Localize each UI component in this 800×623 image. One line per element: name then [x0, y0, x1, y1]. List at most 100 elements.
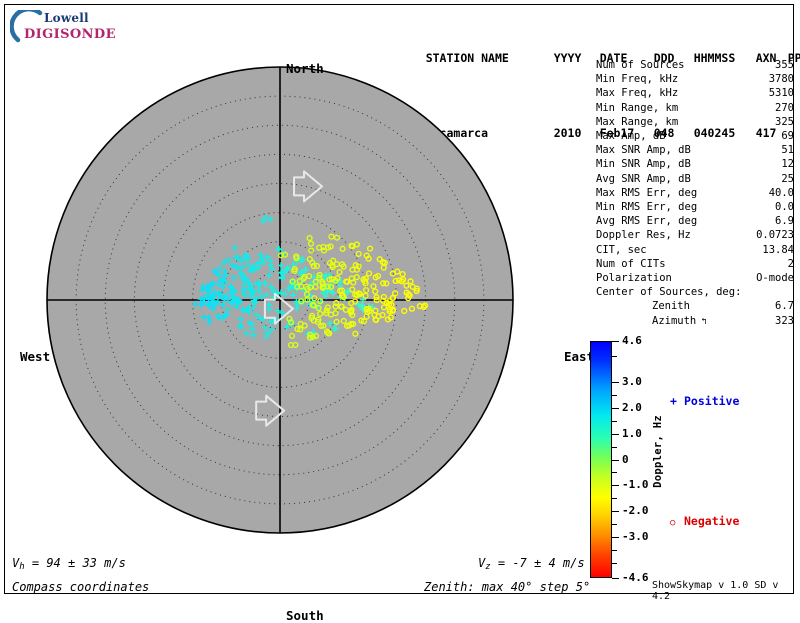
param-label: Num of CITs [596, 257, 666, 270]
param-row: Min RMS Err, deg 0.0 [596, 200, 794, 214]
skymap-canvas[interactable] [8, 45, 553, 555]
colorbar-tick [612, 511, 619, 513]
colorbar-tick-label: -1.0 [622, 478, 649, 492]
zenith-label: Zenith [652, 300, 690, 313]
param-value: 51 [781, 144, 794, 157]
param-value: 355 [775, 59, 794, 71]
param-label: Max Range, km [596, 115, 679, 128]
param-label: Avg RMS Err, deg [596, 215, 698, 228]
source-marker-negative [319, 284, 326, 292]
source-marker-positive [214, 312, 221, 320]
source-marker-positive [322, 292, 330, 300]
source-marker-positive [224, 296, 231, 303]
source-marker-positive [233, 303, 240, 310]
source-marker-negative [342, 306, 349, 313]
source-marker-negative [401, 307, 408, 315]
source-marker-positive [261, 324, 268, 332]
header-val-yyyy: 2010 [553, 126, 582, 140]
param-label: Min Freq, kHz [596, 73, 679, 86]
source-marker-positive [210, 297, 218, 305]
header-val-ddd: 048 [653, 126, 675, 140]
source-marker-negative [293, 255, 300, 262]
source-marker-negative [372, 307, 379, 314]
coordinate-system-label: Compass coordinates [12, 580, 150, 594]
source-marker-positive [326, 320, 334, 327]
source-marker-negative [392, 277, 399, 285]
source-marker-positive [284, 265, 291, 273]
source-marker-positive [222, 311, 230, 319]
vz-subscript: z [485, 562, 491, 572]
source-marker-positive [298, 268, 306, 276]
source-marker-positive [263, 291, 270, 298]
source-marker-negative [306, 334, 314, 341]
colorbar-minor-tick [612, 446, 617, 448]
source-marker-negative [303, 291, 311, 298]
source-marker-positive [244, 261, 252, 268]
colorbar-tick-label: -4.6 [622, 571, 649, 584]
lowell-digisonde-logo: Lowell DIGISONDE [10, 8, 116, 48]
param-label: Min SNR Amp, dB [596, 158, 691, 171]
source-marker-negative [399, 270, 406, 278]
source-marker-negative [391, 290, 399, 297]
source-marker-positive [216, 264, 224, 272]
header-col-yyyy: YYYY [553, 51, 582, 65]
source-points [192, 214, 429, 349]
source-marker-negative [309, 333, 316, 341]
source-marker-positive [219, 284, 226, 291]
header-col-date: DATE [599, 51, 628, 65]
source-marker-negative [362, 292, 369, 299]
source-marker-negative [329, 263, 336, 271]
source-marker-negative [365, 270, 373, 277]
source-marker-positive [283, 323, 290, 331]
source-marker-positive [233, 296, 240, 304]
param-label: Min Range, km [596, 101, 679, 114]
colorbar-minor-tick [612, 523, 617, 525]
source-marker-negative [333, 261, 340, 268]
source-marker-positive [227, 289, 234, 296]
source-marker-negative [310, 262, 317, 270]
param-value: 12 [781, 158, 794, 171]
source-marker-positive [229, 294, 237, 301]
source-marker-negative [287, 341, 295, 349]
source-marker-negative [312, 332, 320, 340]
source-marker-positive [237, 257, 245, 264]
colorbar-minor-tick [612, 395, 617, 397]
param-label: Avg SNR Amp, dB [596, 172, 691, 185]
legend-positive-marker-icon: + [670, 394, 677, 408]
colorbar-tick-label: 3.0 [622, 375, 642, 389]
source-marker-positive [206, 318, 213, 326]
source-marker-negative [413, 287, 420, 295]
source-marker-positive [277, 289, 285, 296]
source-marker-negative [409, 283, 416, 290]
source-marker-negative [336, 287, 344, 294]
source-marker-negative [398, 278, 405, 285]
source-marker-positive [332, 325, 340, 332]
source-marker-positive [253, 312, 260, 319]
param-value: 69 [781, 130, 794, 143]
source-marker-positive [222, 278, 229, 286]
source-marker-positive [343, 289, 351, 296]
param-value: 270 [775, 101, 794, 114]
source-marker-positive [248, 282, 256, 290]
source-marker-negative [383, 280, 390, 287]
source-marker-negative [375, 313, 382, 320]
header-col-hhmmss: HHMMSS [693, 51, 736, 65]
zenith-value: 6.7 [775, 300, 794, 313]
header-col-station: STATION NAME [425, 51, 509, 65]
source-marker-negative [294, 325, 301, 333]
source-marker-positive [246, 319, 253, 326]
source-marker-positive [225, 256, 232, 264]
drift-arrow-north-icon [293, 170, 324, 203]
source-marker-negative [380, 304, 388, 311]
source-marker-negative [333, 234, 341, 241]
source-marker-positive [199, 286, 206, 294]
source-marker-negative [403, 282, 410, 289]
source-marker-negative [328, 233, 335, 240]
logo-arc-icon [10, 10, 43, 43]
source-marker-negative [307, 240, 315, 247]
source-marker-negative [306, 256, 313, 263]
legend-negative-marker-icon: ○ [670, 518, 676, 528]
param-row: Min Range, km 270 [596, 101, 794, 115]
colorbar-minor-tick [612, 420, 617, 422]
skymap-polar-plot[interactable]: North South West East [8, 45, 594, 623]
